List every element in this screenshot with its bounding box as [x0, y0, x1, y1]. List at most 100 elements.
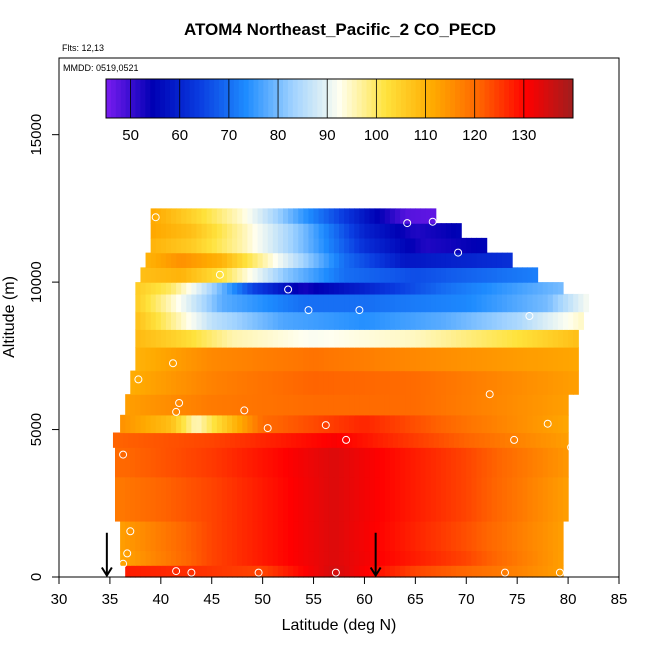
heatmap-cell [277, 223, 284, 239]
colorbar-swatch [558, 79, 564, 118]
heatmap-cell [496, 476, 503, 522]
heatmap-cell [456, 550, 462, 566]
heatmap-cell [252, 447, 259, 478]
colorbar-swatch [459, 79, 466, 118]
heatmap-cell [389, 293, 396, 313]
heatmap-cell [247, 414, 254, 434]
heatmap-cell [566, 432, 569, 448]
heatmap-cell [557, 476, 564, 522]
heatmap-cell [255, 432, 262, 448]
heatmap-cell [206, 370, 213, 395]
heatmap-cell [237, 267, 243, 283]
heatmap-cell [206, 447, 213, 478]
heatmap-cell [303, 447, 310, 478]
heatmap-cell [512, 370, 518, 395]
flight-point [525, 312, 534, 320]
heatmap-cell [456, 476, 462, 522]
heatmap-cell [181, 208, 187, 224]
heatmap-cell [323, 550, 330, 566]
heatmap-cell [344, 447, 350, 478]
heatmap-cell [384, 520, 391, 552]
heatmap-cell [176, 311, 182, 330]
heatmap-cell [364, 476, 371, 522]
heatmap-cell [496, 414, 503, 434]
heatmap-cell [328, 447, 335, 478]
heatmap-cell [395, 252, 401, 268]
heatmap-cell [171, 370, 177, 395]
heatmap-cell [267, 447, 274, 478]
heatmap-cell [359, 394, 366, 416]
heatmap-cell [481, 237, 488, 254]
heatmap-cell [517, 329, 523, 348]
heatmap-cell [466, 520, 472, 552]
heatmap-cell [204, 432, 211, 448]
colorbar-swatch [204, 79, 210, 118]
heatmap-cell [395, 346, 401, 372]
heatmap-cell [476, 565, 483, 578]
heatmap-cell [267, 237, 274, 254]
heatmap-cell [364, 565, 371, 578]
heatmap-cell [301, 432, 308, 448]
heatmap-cell [252, 476, 259, 522]
heatmap-cell [374, 394, 381, 416]
heatmap-cell [150, 208, 157, 224]
heatmap-cell [125, 414, 131, 434]
heatmap-cell [267, 252, 274, 268]
heatmap-cell [160, 252, 167, 268]
heatmap-cell [374, 447, 381, 478]
heatmap-cell [333, 237, 340, 254]
heatmap-cell [481, 414, 488, 434]
heatmap-cell [547, 293, 554, 313]
heatmap-cell [181, 311, 187, 330]
heatmap-cell [237, 252, 243, 268]
heatmap-cell [176, 237, 182, 254]
heatmap-cell [155, 414, 162, 434]
heatmap-cell [532, 346, 539, 372]
heatmap-cell [196, 414, 203, 434]
heatmap-cell [186, 282, 192, 295]
heatmap-cell [293, 565, 299, 578]
heatmap-cell [283, 394, 289, 416]
x-tick-label: 65 [407, 591, 424, 608]
heatmap-cell [191, 414, 198, 434]
heatmap-cell [364, 282, 371, 295]
heatmap-cell [410, 370, 416, 395]
heatmap-cell [130, 565, 136, 578]
heatmap-cell [349, 223, 355, 239]
heatmap-cell [573, 311, 579, 330]
heatmap-cell [364, 208, 371, 224]
heatmap-cell [257, 329, 264, 348]
heatmap-cell [270, 432, 277, 448]
heatmap-cell [379, 447, 386, 478]
heatmap-cell [288, 414, 294, 434]
heatmap-cell [165, 223, 172, 239]
colorbar-swatch [179, 79, 186, 118]
heatmap-cell [496, 282, 503, 295]
heatmap-cell [532, 293, 539, 313]
heatmap-cell [186, 329, 192, 348]
heatmap-cell [384, 565, 391, 578]
heatmap-cell [357, 432, 364, 448]
heatmap-cell [293, 550, 299, 566]
heatmap-cell [191, 282, 198, 295]
heatmap-cell [333, 565, 340, 578]
heatmap-cell [435, 447, 442, 478]
heatmap-cell [227, 267, 233, 283]
heatmap-cell [552, 394, 559, 416]
heatmap-cell [206, 329, 213, 348]
heatmap-cell [145, 565, 152, 578]
heatmap-cell [196, 311, 203, 330]
heatmap-cell [206, 282, 213, 295]
heatmap-cell [440, 329, 447, 348]
latitude-arrow [369, 532, 382, 578]
heatmap-cell [176, 394, 182, 416]
heatmap-cell [171, 208, 177, 224]
heatmap-cell [344, 550, 350, 566]
heatmap-cell [323, 565, 330, 578]
heatmap-cell [445, 252, 452, 268]
heatmap-cell [339, 370, 345, 395]
colorbar-swatch [332, 79, 338, 118]
heatmap-cell [176, 252, 182, 268]
heatmap-cell [150, 394, 157, 416]
